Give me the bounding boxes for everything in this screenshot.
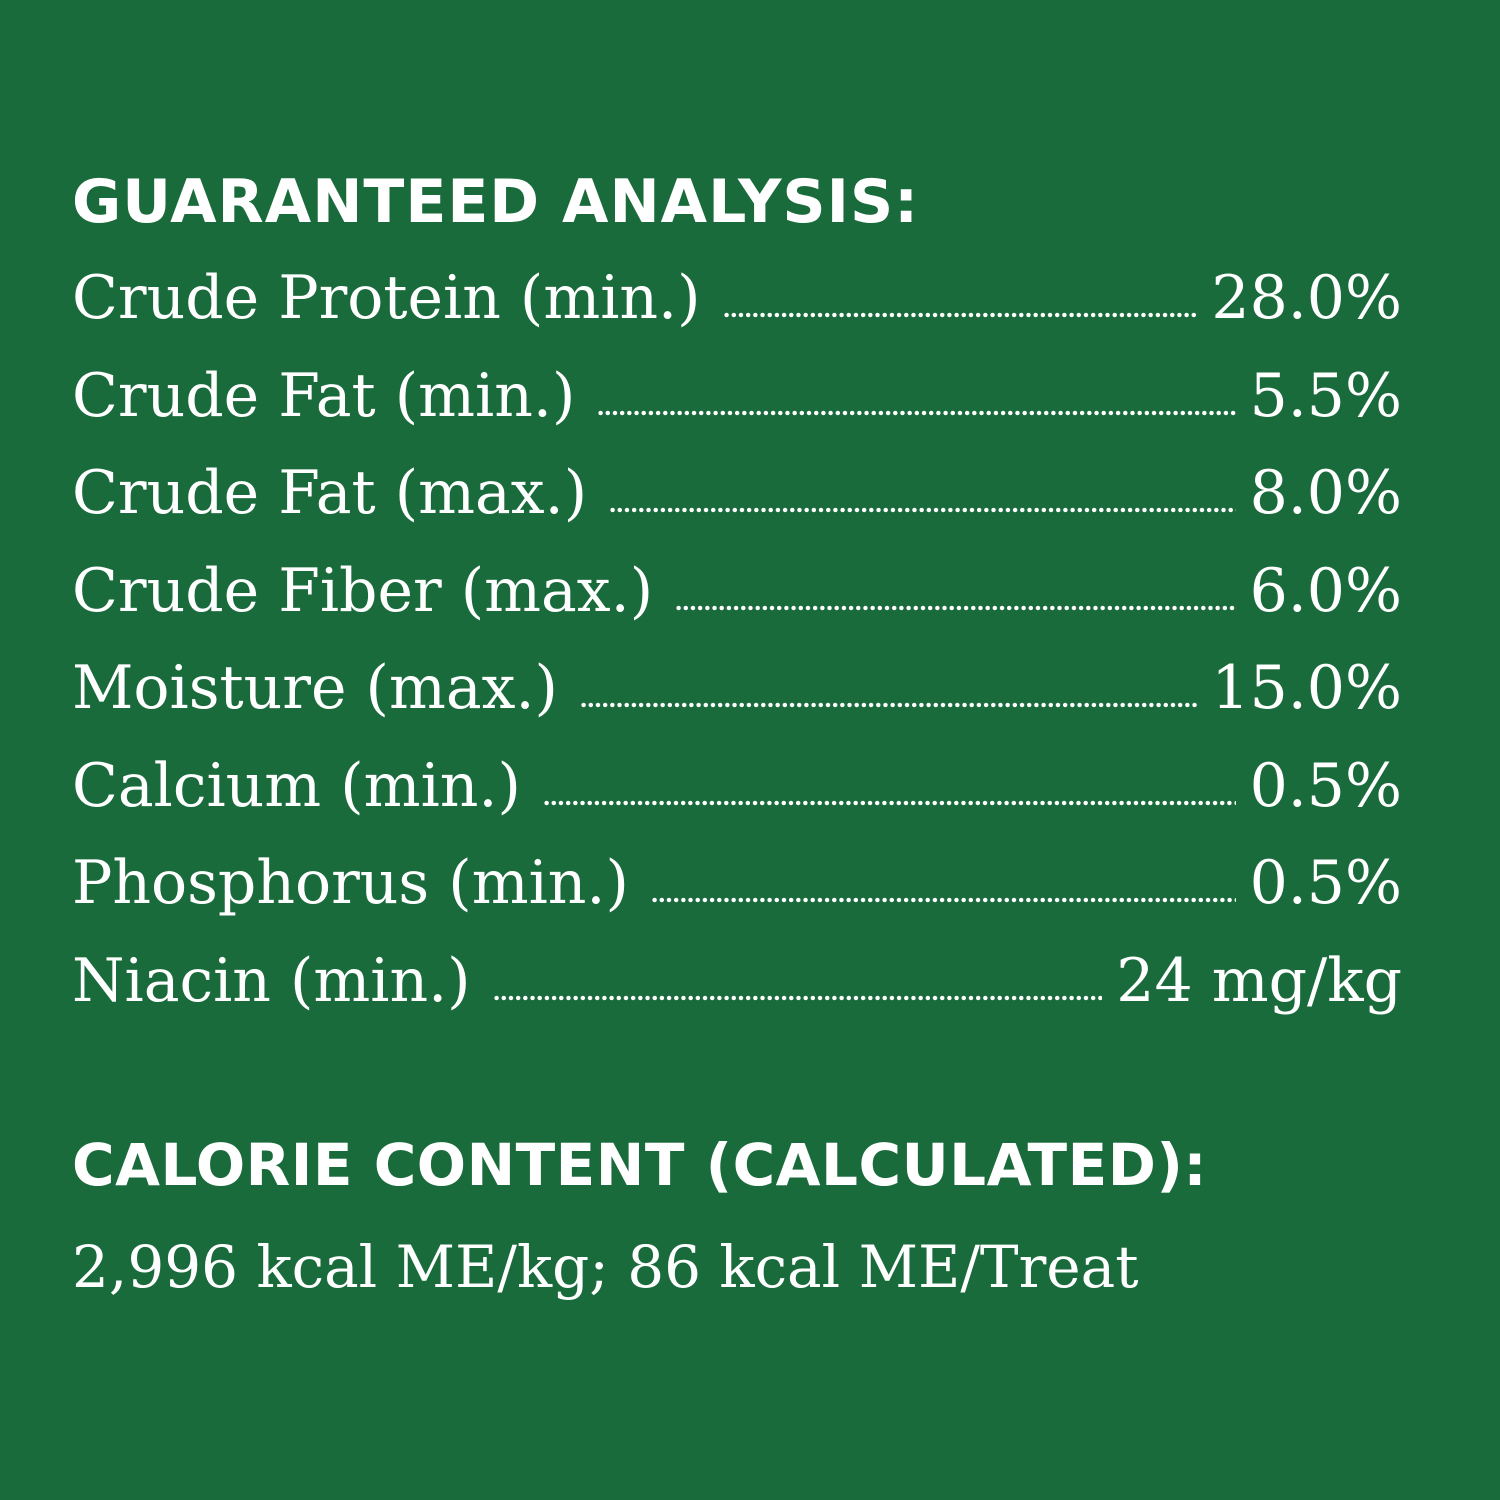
analysis-row: Niacin (min.) 24 mg/kg: [72, 951, 1402, 1049]
analysis-row: Calcium (min.) 0.5%: [72, 756, 1402, 854]
nutrient-value: 5.5%: [1249, 360, 1402, 431]
section-title: GUARANTEED ANALYSIS:: [72, 167, 920, 237]
analysis-row: Crude Protein (min.) 28.0%: [72, 268, 1402, 366]
nutrient-value: 15.0%: [1211, 653, 1402, 723]
dot-leader: [492, 994, 1103, 1001]
dot-leader: [650, 897, 1236, 903]
nutrient-value: 24 mg/kg: [1116, 945, 1402, 1016]
nutrient-value: 8.0%: [1249, 458, 1402, 528]
dot-leader: [579, 702, 1198, 708]
nutrient-label: Crude Fiber (max.): [72, 555, 654, 626]
dot-leader: [597, 409, 1236, 416]
nutrient-label: Calcium (min.): [72, 750, 521, 821]
nutrient-label: Crude Protein (min.): [72, 263, 701, 333]
analysis-row: Crude Fiber (max.) 6.0%: [72, 561, 1402, 659]
dot-leader: [675, 604, 1236, 611]
analysis-row: Crude Fat (min.) 5.5%: [72, 366, 1402, 464]
nutrient-label: Phosphorus (min.): [72, 848, 629, 918]
analysis-row: Crude Fat (max.) 8.0%: [72, 463, 1402, 561]
calorie-text: 2,996 kcal ME/kg; 86 kcal ME/Treat: [72, 1233, 1139, 1301]
nutrient-label: Moisture (max.): [72, 653, 558, 723]
nutrient-label: Niacin (min.): [72, 945, 471, 1016]
section-title: CALORIE CONTENT (CALCULATED):: [72, 1131, 1208, 1199]
nutrient-value: 28.0%: [1211, 263, 1402, 333]
dot-leader: [722, 312, 1198, 318]
analysis-row: Moisture (max.) 15.0%: [72, 658, 1402, 756]
analysis-row: Phosphorus (min.) 0.5%: [72, 853, 1402, 951]
dot-leader: [542, 799, 1236, 806]
nutrient-value: 0.5%: [1249, 750, 1402, 821]
nutrient-label: Crude Fat (max.): [72, 458, 588, 528]
dot-leader: [609, 507, 1236, 513]
analysis-list: Crude Protein (min.) 28.0% Crude Fat (min.…: [72, 268, 1402, 1048]
nutrient-value: 0.5%: [1249, 848, 1402, 918]
nutrient-label: Crude Fat (min.): [72, 360, 576, 431]
nutrient-value: 6.0%: [1249, 555, 1402, 626]
